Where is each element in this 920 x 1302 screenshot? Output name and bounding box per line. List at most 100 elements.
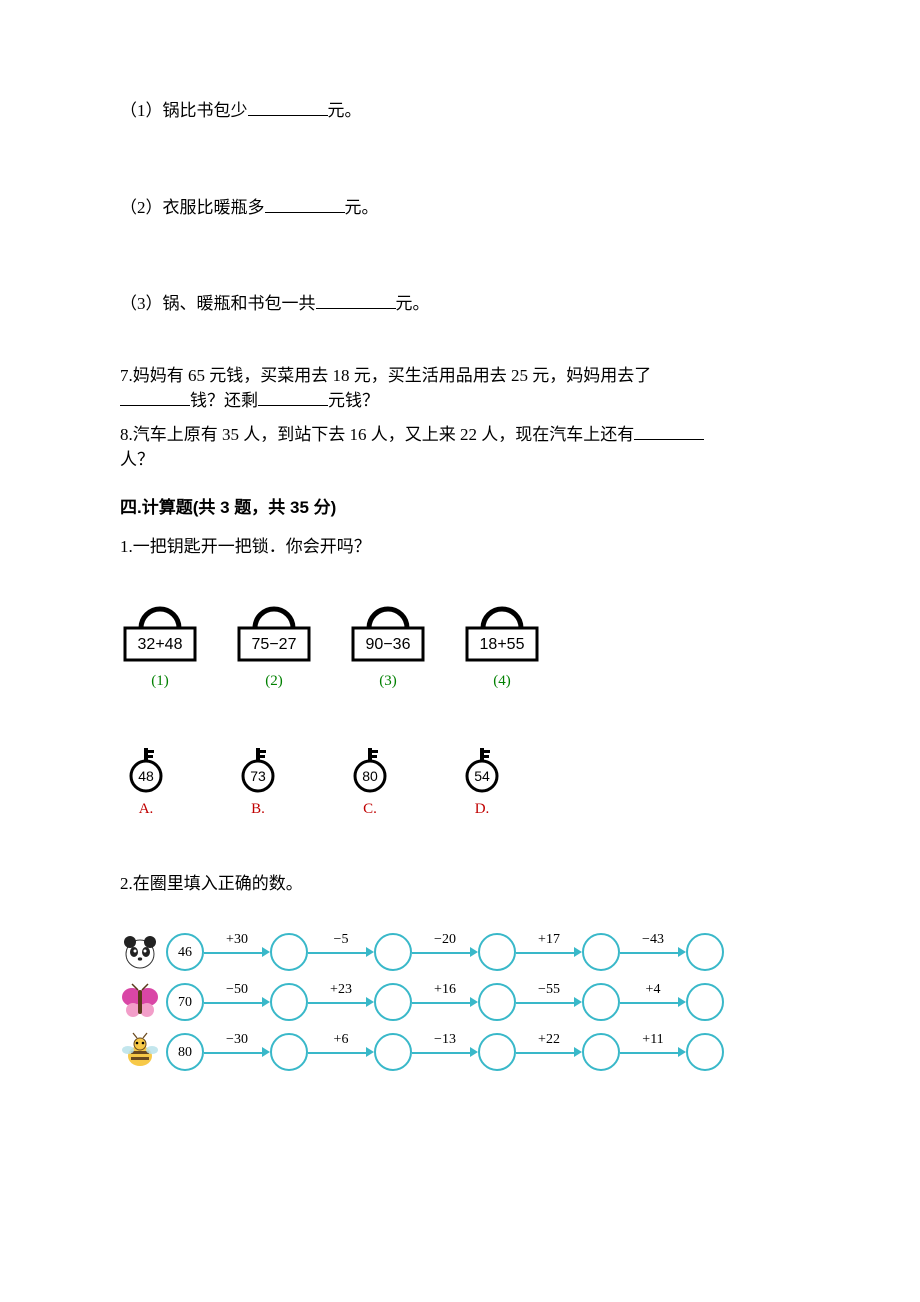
q-sub-2-text: （2）衣服比暖瓶多 bbox=[120, 198, 265, 217]
lock-3: 90−36 (3) bbox=[348, 602, 428, 693]
svg-text:75−27: 75−27 bbox=[252, 636, 297, 653]
chain-blank-circle[interactable] bbox=[582, 1033, 620, 1071]
blank[interactable] bbox=[248, 98, 328, 116]
chain-blank-circle[interactable] bbox=[374, 1033, 412, 1071]
chain-op-label: +16 bbox=[412, 979, 478, 1000]
key-label: B. bbox=[251, 798, 265, 821]
chain-op-label: −55 bbox=[516, 979, 582, 1000]
chain-arrow: +11 bbox=[620, 1035, 686, 1069]
section-4-title: 四.计算题(共 3 题，共 35 分) bbox=[120, 495, 800, 521]
key-label: D. bbox=[475, 798, 490, 821]
blank[interactable] bbox=[634, 422, 704, 440]
chain-arrow: −55 bbox=[516, 985, 582, 1019]
q8: 8.汽车上原有 35 人，到站下去 16 人，又上来 22 人，现在汽车上还有 … bbox=[120, 422, 800, 473]
lock-4: 18+55 (4) bbox=[462, 602, 542, 693]
chain-row-2: 70−50 +23 +16 −55 +4 bbox=[120, 982, 800, 1022]
chain-blank-circle[interactable] bbox=[582, 983, 620, 1021]
blank[interactable] bbox=[265, 195, 345, 213]
chain-blank-circle[interactable] bbox=[374, 983, 412, 1021]
q-sub-1: （1）锅比书包少 元。 bbox=[120, 98, 800, 124]
q-sub-3-text: （3）锅、暖瓶和书包一共 bbox=[120, 294, 316, 313]
chain-start-circle: 80 bbox=[166, 1033, 204, 1071]
lock-label: (2) bbox=[265, 670, 283, 693]
chain-arrow: −13 bbox=[412, 1035, 478, 1069]
q7-text-a: 7.妈妈有 65 元钱，买菜用去 18 元，买生活用品用去 25 元，妈妈用去了 bbox=[120, 366, 651, 385]
svg-text:48: 48 bbox=[138, 768, 154, 784]
calc1-prompt: 1.一把钥匙开一把锁．你会开吗？ bbox=[120, 534, 800, 560]
chain-blank-circle[interactable] bbox=[374, 933, 412, 971]
chain-blank-circle[interactable] bbox=[686, 933, 724, 971]
chain-arrow: −20 bbox=[412, 935, 478, 969]
chain-blank-circle[interactable] bbox=[270, 1033, 308, 1071]
key-label: A. bbox=[139, 798, 154, 821]
q-sub-2-tail: 元。 bbox=[345, 198, 379, 217]
svg-text:80: 80 bbox=[362, 768, 378, 784]
lock-1: 32+48 (1) bbox=[120, 602, 200, 693]
calc2-prompt: 2.在圈里填入正确的数。 bbox=[120, 871, 800, 897]
chain-arrow: +17 bbox=[516, 935, 582, 969]
butterfly-icon bbox=[120, 982, 160, 1022]
chain-arrow: +23 bbox=[308, 985, 374, 1019]
q7-text-c: 元钱？ bbox=[328, 391, 379, 410]
chain-arrow: +6 bbox=[308, 1035, 374, 1069]
lock-label: (1) bbox=[151, 670, 169, 693]
chain-op-label: −13 bbox=[412, 1029, 478, 1050]
chain-blank-circle[interactable] bbox=[478, 933, 516, 971]
key-2: 73 B. bbox=[238, 744, 278, 821]
chain-op-label: +4 bbox=[620, 979, 686, 1000]
q7-text-b: 钱？还剩 bbox=[190, 391, 258, 410]
chain-op-label: −5 bbox=[308, 929, 374, 950]
svg-text:32+48: 32+48 bbox=[138, 636, 183, 653]
key-1: 48 A. bbox=[126, 744, 166, 821]
blank[interactable] bbox=[120, 388, 190, 406]
chain-arrow: +30 bbox=[204, 935, 270, 969]
q7: 7.妈妈有 65 元钱，买菜用去 18 元，买生活用品用去 25 元，妈妈用去了… bbox=[120, 363, 800, 414]
chain-op-label: +23 bbox=[308, 979, 374, 1000]
chain-op-label: +17 bbox=[516, 929, 582, 950]
chain-blank-circle[interactable] bbox=[686, 1033, 724, 1071]
key-3: 80 C. bbox=[350, 744, 390, 821]
chain-arrow: −50 bbox=[204, 985, 270, 1019]
chain-op-label: +11 bbox=[620, 1029, 686, 1050]
chain-arrow: +16 bbox=[412, 985, 478, 1019]
blank[interactable] bbox=[258, 388, 328, 406]
q-sub-2: （2）衣服比暖瓶多 元。 bbox=[120, 195, 800, 221]
chain-blank-circle[interactable] bbox=[686, 983, 724, 1021]
svg-text:73: 73 bbox=[250, 768, 266, 784]
q-sub-3-tail: 元。 bbox=[396, 294, 430, 313]
chain-op-label: −50 bbox=[204, 979, 270, 1000]
q-sub-3: （3）锅、暖瓶和书包一共 元。 bbox=[120, 291, 800, 317]
q-sub-1-tail: 元。 bbox=[328, 101, 362, 120]
chain-op-label: −30 bbox=[204, 1029, 270, 1050]
key-4: 54 D. bbox=[462, 744, 502, 821]
bee-icon bbox=[120, 1032, 160, 1072]
chain-arrow: +22 bbox=[516, 1035, 582, 1069]
lock-2: 75−27 (2) bbox=[234, 602, 314, 693]
chain-blank-circle[interactable] bbox=[478, 1033, 516, 1071]
chain-arrow: −5 bbox=[308, 935, 374, 969]
chain-op-label: +6 bbox=[308, 1029, 374, 1050]
chain-arrow: −30 bbox=[204, 1035, 270, 1069]
chain-blank-circle[interactable] bbox=[270, 983, 308, 1021]
svg-text:54: 54 bbox=[474, 768, 490, 784]
q8-text-b: 人？ bbox=[120, 450, 154, 469]
chain-blank-circle[interactable] bbox=[270, 933, 308, 971]
blank[interactable] bbox=[316, 291, 396, 309]
chain-blank-circle[interactable] bbox=[582, 933, 620, 971]
lock-label: (4) bbox=[493, 670, 511, 693]
panda-icon bbox=[120, 932, 160, 972]
svg-text:90−36: 90−36 bbox=[366, 636, 411, 653]
chain-start-circle: 70 bbox=[166, 983, 204, 1021]
q8-text-a: 8.汽车上原有 35 人，到站下去 16 人，又上来 22 人，现在汽车上还有 bbox=[120, 425, 634, 444]
chain-row-1: 46+30 −5 −20 +17 −43 bbox=[120, 932, 800, 972]
q-sub-1-text: （1）锅比书包少 bbox=[120, 101, 248, 120]
chain-start-circle: 46 bbox=[166, 933, 204, 971]
chain-arrow: −43 bbox=[620, 935, 686, 969]
svg-text:18+55: 18+55 bbox=[480, 636, 525, 653]
chain-row-3: 80−30 +6 −13 +22 +11 bbox=[120, 1032, 800, 1072]
key-label: C. bbox=[363, 798, 377, 821]
chain-arrow: +4 bbox=[620, 985, 686, 1019]
chain-op-label: −43 bbox=[620, 929, 686, 950]
chain-op-label: +22 bbox=[516, 1029, 582, 1050]
chain-blank-circle[interactable] bbox=[478, 983, 516, 1021]
